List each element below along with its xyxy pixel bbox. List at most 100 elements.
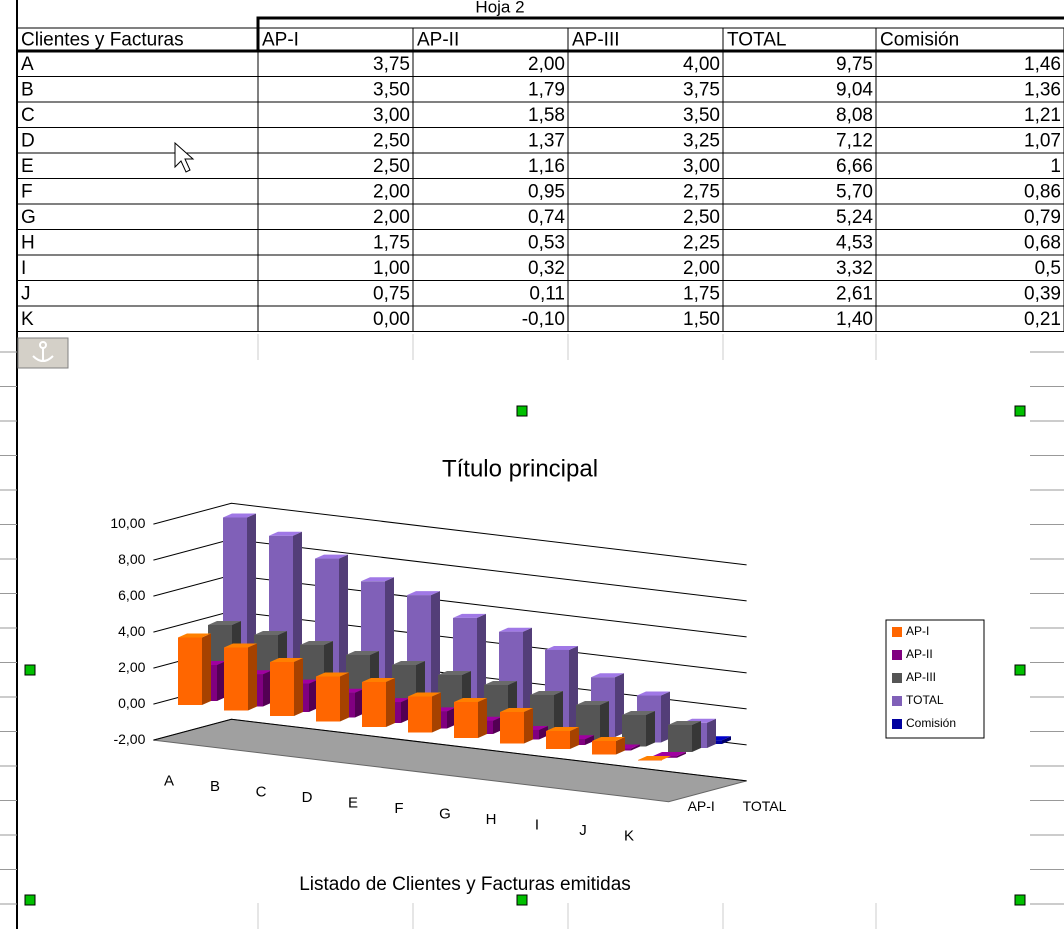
cell: 0,32 — [528, 258, 565, 279]
bar-side — [217, 661, 226, 701]
bar-top — [208, 621, 241, 625]
cell: 1,40 — [836, 309, 873, 330]
legend-swatch — [892, 650, 902, 660]
cell: B — [21, 79, 34, 100]
cell: 1,21 — [1024, 105, 1061, 126]
cell: 0,39 — [1024, 283, 1061, 304]
bar — [362, 682, 386, 727]
bar-top — [622, 711, 655, 715]
cell-border — [16, 229, 259, 256]
bar-top — [592, 737, 625, 741]
cell: G — [21, 207, 36, 228]
bar-top — [270, 658, 303, 662]
bar-side — [585, 735, 594, 745]
bar-side — [386, 678, 395, 727]
cell: E — [21, 156, 34, 177]
bar-side — [248, 643, 257, 711]
bar-top — [454, 698, 487, 702]
bar-3d — [638, 756, 671, 761]
bar-3d — [500, 708, 533, 744]
bar-top — [316, 672, 349, 677]
bar-top — [408, 692, 441, 697]
x-tick-label: H — [486, 811, 497, 828]
cell: D — [21, 130, 35, 151]
bar-3d — [408, 692, 441, 733]
bar-top — [545, 646, 578, 650]
bar-side — [339, 554, 348, 704]
bar-side — [431, 591, 440, 715]
cell: F — [21, 181, 33, 202]
bar-top — [269, 531, 302, 536]
bar — [638, 760, 662, 761]
cell: 5,70 — [836, 181, 873, 202]
bar-side — [202, 633, 211, 705]
cell: 1,79 — [528, 79, 565, 100]
cell-border — [16, 152, 259, 179]
cell: 0,95 — [528, 181, 565, 202]
bar — [224, 647, 248, 711]
bar-3d — [270, 658, 303, 716]
legend-swatch — [892, 673, 902, 683]
header-cell: Clientes y Facturas — [21, 30, 184, 51]
bar-side — [616, 737, 625, 755]
cell-border — [16, 305, 259, 332]
cell: 8,08 — [836, 105, 873, 126]
sheet-name: Hoja 2 — [475, 0, 524, 16]
cell: 2,75 — [683, 181, 720, 202]
bar — [408, 696, 432, 733]
legend-entry: Comisión — [906, 716, 956, 730]
cell: 0,75 — [373, 283, 410, 304]
x-tick-label: B — [210, 778, 220, 795]
cell: 3,32 — [836, 258, 873, 279]
bar-top — [407, 591, 440, 596]
header-cell: TOTAL — [727, 30, 786, 51]
bar-side — [477, 613, 486, 721]
bar-3d — [454, 698, 487, 738]
bar — [668, 725, 692, 752]
bar-side — [493, 716, 502, 734]
x-tick-label: I — [535, 816, 539, 833]
cell: 0,68 — [1024, 232, 1061, 253]
bar-side — [661, 691, 670, 743]
x-axis-label: Listado de Clientes y Facturas emitidas — [299, 874, 631, 895]
bar-top — [223, 513, 256, 518]
selection-handle — [1014, 664, 1026, 676]
bar-side — [631, 744, 640, 751]
bar-3d — [576, 701, 609, 741]
cell: 1,36 — [1024, 79, 1061, 100]
bar-side — [293, 531, 302, 699]
bar — [546, 731, 570, 749]
bar-side — [523, 627, 532, 726]
grid-line — [153, 502, 747, 566]
x-tick-label: K — [624, 827, 634, 844]
chart-title: Título principal — [442, 455, 598, 482]
cell: 0,11 — [529, 283, 565, 304]
bar-3d — [668, 721, 701, 752]
cell: 0,53 — [528, 232, 565, 253]
cell: 1,75 — [373, 232, 410, 253]
bar-side — [707, 718, 716, 748]
cell: -0,10 — [522, 309, 565, 330]
cell: 3,50 — [683, 105, 720, 126]
cell: 1,16 — [528, 156, 565, 177]
bar-side — [554, 691, 563, 736]
bar-side — [478, 698, 487, 738]
cell-border — [16, 76, 259, 103]
bar-side — [309, 679, 318, 712]
cell: A — [21, 54, 34, 75]
cell: H — [21, 232, 35, 253]
header-cell: AP-I — [262, 30, 299, 51]
cell-border — [16, 178, 259, 205]
header-cell: Comisión — [880, 30, 959, 51]
cell: 2,50 — [683, 207, 720, 228]
bar-top — [499, 627, 532, 632]
bar-3d — [592, 737, 625, 755]
cell: 0,79 — [1024, 207, 1061, 228]
depth-label: TOTAL — [743, 798, 787, 814]
bar-side — [615, 673, 624, 737]
bar-3d — [224, 643, 257, 711]
bar — [178, 637, 202, 705]
cell: 1,37 — [528, 130, 565, 151]
x-tick-label: E — [348, 794, 358, 811]
